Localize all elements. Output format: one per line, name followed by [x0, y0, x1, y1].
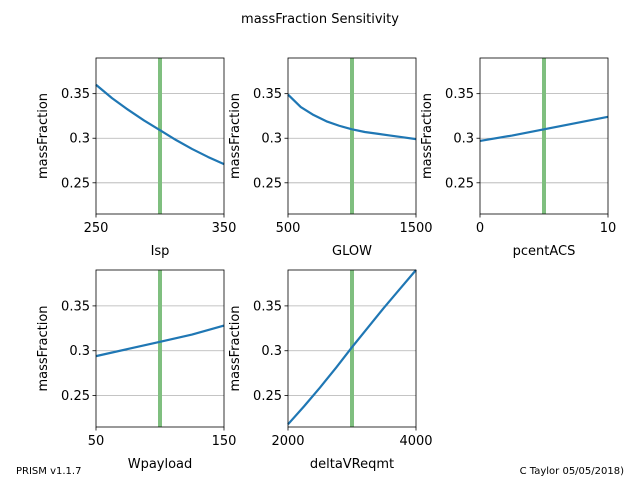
y-tick-label: 0.35: [253, 87, 282, 102]
y-axis-label: massFraction: [228, 305, 243, 391]
y-tick-label: 0.35: [253, 299, 282, 314]
y-axis-label: massFraction: [420, 93, 435, 179]
x-tick-label: 4000: [399, 434, 432, 449]
x-tick-label: 1500: [399, 221, 432, 236]
series-line: [479, 115, 609, 142]
axes-frame: [95, 269, 225, 428]
x-axis-label: deltaVReqmt: [310, 457, 394, 472]
y-tick-label: 0.35: [61, 299, 90, 314]
figure-title: massFraction Sensitivity: [241, 12, 399, 27]
subplot-pcentacs: 0.25 0.3 0.35 0 10 pcentACS massFraction: [420, 57, 617, 259]
subplot-wpayload: 0.25 0.3 0.35 50 150 Wpayload massFraction: [36, 269, 237, 472]
version-footer: PRISM v1.1.7: [16, 466, 81, 477]
subplot-isp: 0.25 0.3 0.35 250 350 Isp massFraction: [36, 57, 237, 259]
series-line: [287, 93, 417, 141]
y-axis-label: massFraction: [228, 93, 243, 179]
x-tick-label: 0: [476, 221, 484, 236]
series-line: [287, 269, 417, 426]
y-tick-label: 0.25: [253, 389, 282, 404]
y-tick-label: 0.3: [453, 132, 474, 147]
y-axis-label: massFraction: [36, 93, 51, 179]
x-tick-label: 50: [88, 434, 105, 449]
x-axis-label: Isp: [151, 244, 170, 259]
x-axis-label: pcentACS: [513, 244, 576, 259]
series-line: [95, 83, 225, 166]
subplot-deltavreqmt: 0.25 0.3 0.35 2000 4000 deltaVReqmt massFracti…: [228, 269, 433, 472]
y-tick-label: 0.3: [69, 344, 90, 359]
x-tick-label: 10: [600, 221, 617, 236]
y-axis-label: massFraction: [36, 305, 51, 391]
x-tick-label: 2000: [271, 434, 304, 449]
author-date-footer: C Taylor 05/05/2018): [520, 466, 624, 477]
x-axis-label: Wpayload: [128, 457, 193, 472]
axes-frame: [287, 269, 417, 428]
x-tick-label: 350: [212, 221, 237, 236]
y-tick-label: 0.3: [261, 344, 282, 359]
x-tick-label: 150: [212, 434, 237, 449]
y-tick-label: 0.35: [61, 87, 90, 102]
x-axis-label: GLOW: [332, 244, 372, 259]
y-tick-label: 0.3: [69, 132, 90, 147]
subplot-glow: 0.25 0.3 0.35 500 1500 GLOW massFraction: [228, 57, 433, 259]
y-tick-label: 0.3: [261, 132, 282, 147]
y-tick-label: 0.25: [253, 176, 282, 191]
x-tick-label: 250: [84, 221, 109, 236]
axes-frame: [287, 57, 417, 215]
x-tick-label: 500: [276, 221, 301, 236]
y-tick-label: 0.35: [445, 87, 474, 102]
y-tick-label: 0.25: [61, 389, 90, 404]
series-line: [95, 324, 225, 358]
y-tick-label: 0.25: [61, 176, 90, 191]
axes-frame: [95, 57, 225, 215]
axes-frame: [479, 57, 609, 215]
y-tick-label: 0.25: [445, 176, 474, 191]
